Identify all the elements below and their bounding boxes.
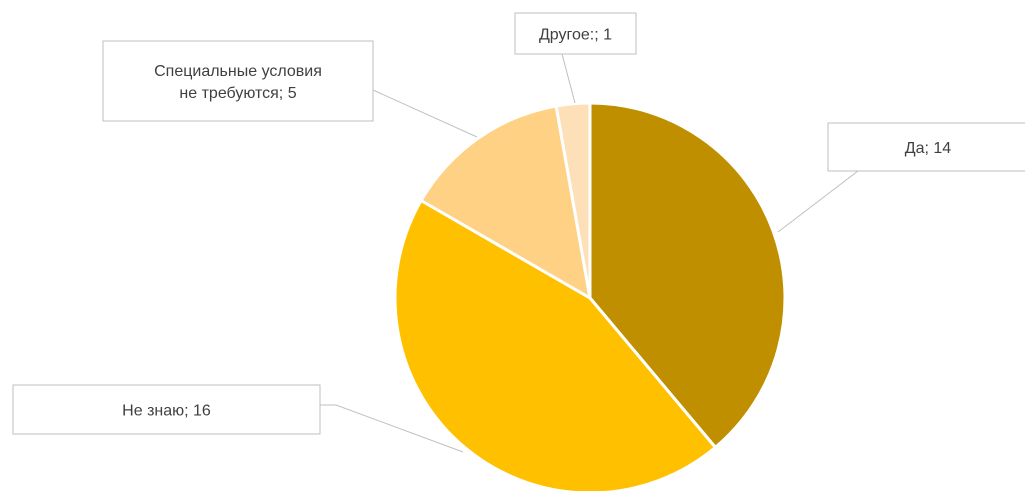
data-label-box xyxy=(514,12,637,55)
data-labels: Да; 14 Не знаю; 16 Специальные условия не т… xyxy=(12,12,1025,435)
data-label-box xyxy=(12,384,321,435)
data-label-3: Специальные условия не требуются; 5 xyxy=(102,40,374,122)
data-label-box xyxy=(102,40,374,122)
pie-slice-2 xyxy=(393,199,717,491)
data-label-2: Не знаю; 16 xyxy=(12,384,321,435)
pie-slices xyxy=(393,101,787,491)
data-label-text: не требуются; 5 xyxy=(179,85,296,102)
pie-slice-3 xyxy=(419,104,592,300)
data-label-1: Да; 14 xyxy=(827,122,1025,172)
data-label-text: Специальные условия xyxy=(154,63,322,80)
data-label-text: Другое:; 1 xyxy=(539,27,612,44)
data-label-text: Да; 14 xyxy=(905,140,952,157)
pie-slice-1 xyxy=(588,101,787,449)
leader-line-1 xyxy=(777,170,914,233)
leader-line-3 xyxy=(372,89,478,138)
data-label-text: Не знаю; 16 xyxy=(122,403,211,420)
pie-slice-4 xyxy=(554,101,592,300)
data-label-box xyxy=(827,122,1025,172)
leader-line-4 xyxy=(561,53,576,104)
leader-line-2 xyxy=(320,404,464,453)
data-label-4: Другое:; 1 xyxy=(514,12,637,55)
